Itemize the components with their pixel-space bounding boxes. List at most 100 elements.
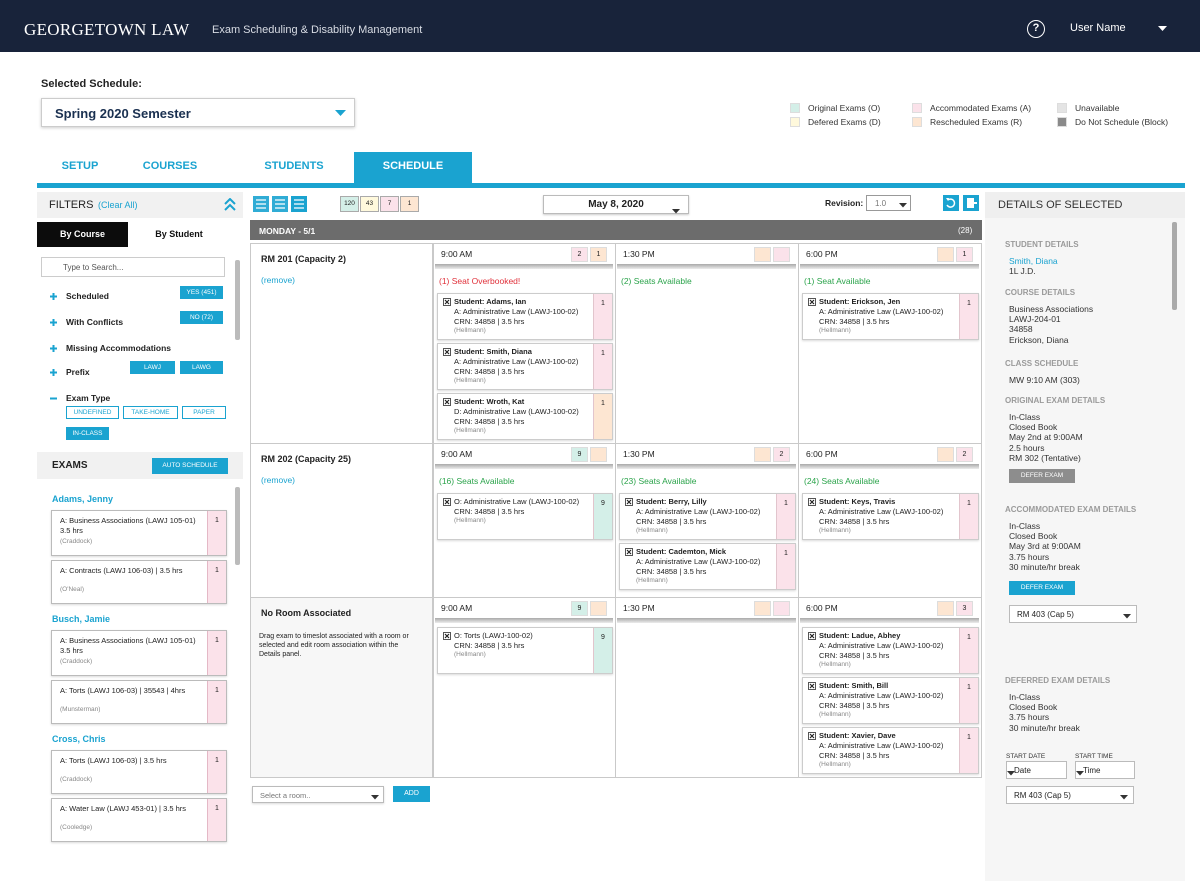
schedule-card[interactable]: Student: Wroth, Kat D: Administrative Law…: [437, 393, 613, 440]
exam-card[interactable]: A: Torts (LAWJ 106-03) | 35543 | 4hrs (Mu…: [51, 680, 227, 724]
card-count: 1: [593, 394, 612, 439]
detail-line: 2.5 hours: [1009, 442, 1045, 453]
revision-value: 1.0: [875, 199, 887, 208]
schedule-card[interactable]: O: Administrative Law (LAWJ-100-02) CRN: …: [437, 493, 613, 540]
slot-badge: [937, 601, 954, 616]
count-chip: 1: [400, 196, 419, 212]
details-section: ACCOMMODATED EXAM DETAILS In-Class Closed …: [1005, 505, 1180, 624]
search-box[interactable]: Type to Search...: [41, 257, 225, 277]
collapse-icon: [224, 197, 236, 213]
filter-label[interactable]: Missing Accommodations: [66, 343, 172, 353]
detail-line: May 3rd at 9:00AM: [1009, 541, 1081, 552]
user-menu[interactable]: User Name: [1070, 22, 1126, 34]
detail-line: 34858: [1009, 324, 1033, 335]
student-name[interactable]: Cross, Chris: [52, 734, 106, 744]
filter-button[interactable]: LAWG: [180, 361, 223, 374]
clear-all[interactable]: (Clear All): [98, 200, 138, 210]
exam-card[interactable]: A: Contracts (LAWJ 106-03) | 3.5 hrs (O'N…: [51, 560, 227, 604]
filter-button[interactable]: PAPER: [182, 406, 226, 419]
checkbox: [808, 682, 816, 692]
nav-tab[interactable]: SCHEDULE: [354, 152, 472, 183]
detail-line: 30 minute/hr break: [1009, 561, 1080, 572]
tab-rule: [37, 183, 1185, 188]
filter-button[interactable]: YES (451): [180, 286, 223, 299]
schedule-card[interactable]: Student: Ladue, Abhey A: Administrative L…: [802, 627, 979, 674]
room-dropdown[interactable]: RM 403 (Cap 5): [1006, 785, 1134, 804]
caret: [672, 203, 680, 221]
field-select[interactable]: Time: [1075, 760, 1135, 779]
field-select[interactable]: Date: [1006, 760, 1067, 779]
exam-card[interactable]: A: Business Associations (LAWJ 105-01) 3.…: [51, 510, 227, 556]
room-dropdown[interactable]: RM 403 (Cap 5): [1009, 605, 1137, 624]
schedule-card[interactable]: Student: Smith, Bill A: Administrative La…: [802, 677, 979, 724]
detail-line: Closed Book: [1009, 531, 1058, 542]
day-count: (28): [958, 226, 973, 235]
card-title: Student: Smith, Diana: [454, 347, 532, 356]
card-line: A: Administrative Law (LAWJ-100-02): [819, 307, 944, 316]
student-name[interactable]: Busch, Jamie: [52, 614, 111, 624]
help-button[interactable]: ?: [1027, 20, 1045, 38]
day-header: [250, 220, 982, 240]
checkbox: [443, 298, 451, 308]
remove-room[interactable]: (remove): [261, 275, 296, 285]
filter-label[interactable]: Exam Type: [66, 393, 111, 403]
schedule-card[interactable]: Student: Smith, Diana A: Administrative L…: [437, 343, 613, 390]
nav-tab[interactable]: COURSES: [142, 160, 198, 172]
filter-tab[interactable]: By Course: [37, 222, 128, 247]
details-section: COURSE DETAILS Business Associations LAWJ-…: [1005, 288, 1180, 345]
add-button[interactable]: ADD: [393, 786, 430, 802]
instructor: (Cooledge): [60, 824, 93, 831]
filter-label[interactable]: Prefix: [66, 367, 90, 377]
student-link[interactable]: Smith, Diana: [1009, 256, 1058, 266]
card-line: CRN: 34858 | 3.5 hrs: [819, 316, 890, 326]
select-caret: [335, 110, 346, 116]
revision-select[interactable]: 1.0: [866, 195, 911, 211]
detail-line: 3.75 hours: [1009, 712, 1050, 723]
filter-tab[interactable]: By Student: [128, 222, 230, 247]
undo-button: [943, 195, 959, 213]
caret-svg: [1007, 770, 1015, 776]
filter-label[interactable]: With Conflicts: [66, 317, 124, 327]
room-select[interactable]: Select a room..: [252, 786, 384, 803]
defer-button[interactable]: DEFER EXAM: [1009, 581, 1075, 596]
schedule-card[interactable]: Student: Berry, Lilly A: Administrative L…: [619, 493, 796, 540]
schedule-card[interactable]: Student: Erickson, Jen A: Administrative …: [802, 293, 979, 340]
day-label: MONDAY - 5/1: [259, 226, 316, 236]
schedule-card[interactable]: Student: Adams, Ian A: Administrative Law…: [437, 293, 613, 340]
date-select[interactable]: May 8, 2020: [543, 195, 689, 214]
expand-toggle: [49, 368, 58, 379]
room-cell: [250, 243, 433, 444]
legend-label: Unavailable: [1075, 103, 1120, 113]
schedule-card[interactable]: Student: Xavier, Dave A: Administrative L…: [802, 727, 979, 774]
legend-label: Original Exams (O): [808, 103, 881, 113]
checkbox: [443, 498, 451, 508]
exam-card[interactable]: A: Water Law (LAWJ 453-01) | 3.5 hrs (Coo…: [51, 798, 227, 842]
card-line: A: Administrative Law (LAWJ-100-02): [819, 691, 944, 700]
filter-button[interactable]: LAWJ: [130, 361, 175, 374]
exam-card[interactable]: A: Torts (LAWJ 106-03) | 3.5 hrs (Craddoc…: [51, 750, 227, 794]
schedule-card[interactable]: Student: Cademton, Mick A: Administrative…: [619, 543, 796, 590]
filter-label[interactable]: Scheduled: [66, 291, 109, 301]
auto-schedule[interactable]: AUTO SCHEDULE: [152, 458, 228, 474]
filter-button[interactable]: IN-CLASS: [66, 427, 109, 440]
expand-toggle-svg: [50, 319, 57, 326]
filter-button[interactable]: NO (72): [180, 311, 223, 324]
card-instructor: (Hellmann): [819, 711, 851, 718]
checkbox-svg: [443, 298, 451, 306]
details-section: STUDENT DETAILS Smith, Diana 1L J.D.: [1005, 240, 1180, 276]
filter-button[interactable]: TAKE-HOME: [123, 406, 178, 419]
exam-card[interactable]: A: Business Associations (LAWJ 105-01) 3.…: [51, 630, 227, 676]
caret: [1120, 793, 1128, 802]
remove-room[interactable]: (remove): [261, 475, 296, 485]
expand-toggle-svg: [50, 345, 57, 352]
view-toggle-svg: [291, 196, 307, 212]
schedule-select[interactable]: Spring 2020 Semester: [41, 98, 355, 127]
filter-button[interactable]: UNDEFINED: [66, 406, 119, 419]
student-name[interactable]: Adams, Jenny: [52, 494, 114, 504]
schedule-card[interactable]: Student: Keys, Travis A: Administrative L…: [802, 493, 979, 540]
schedule-card[interactable]: O: Torts (LAWJ-100-02) CRN: 34858 | 3.5 h…: [437, 627, 613, 674]
slot-time: 1:30 PM: [623, 449, 655, 459]
details-section: ORIGINAL EXAM DETAILS In-Class Closed Book…: [1005, 396, 1180, 484]
nav-tab[interactable]: SETUP: [61, 160, 99, 172]
nav-tab[interactable]: STUDENTS: [264, 160, 324, 172]
